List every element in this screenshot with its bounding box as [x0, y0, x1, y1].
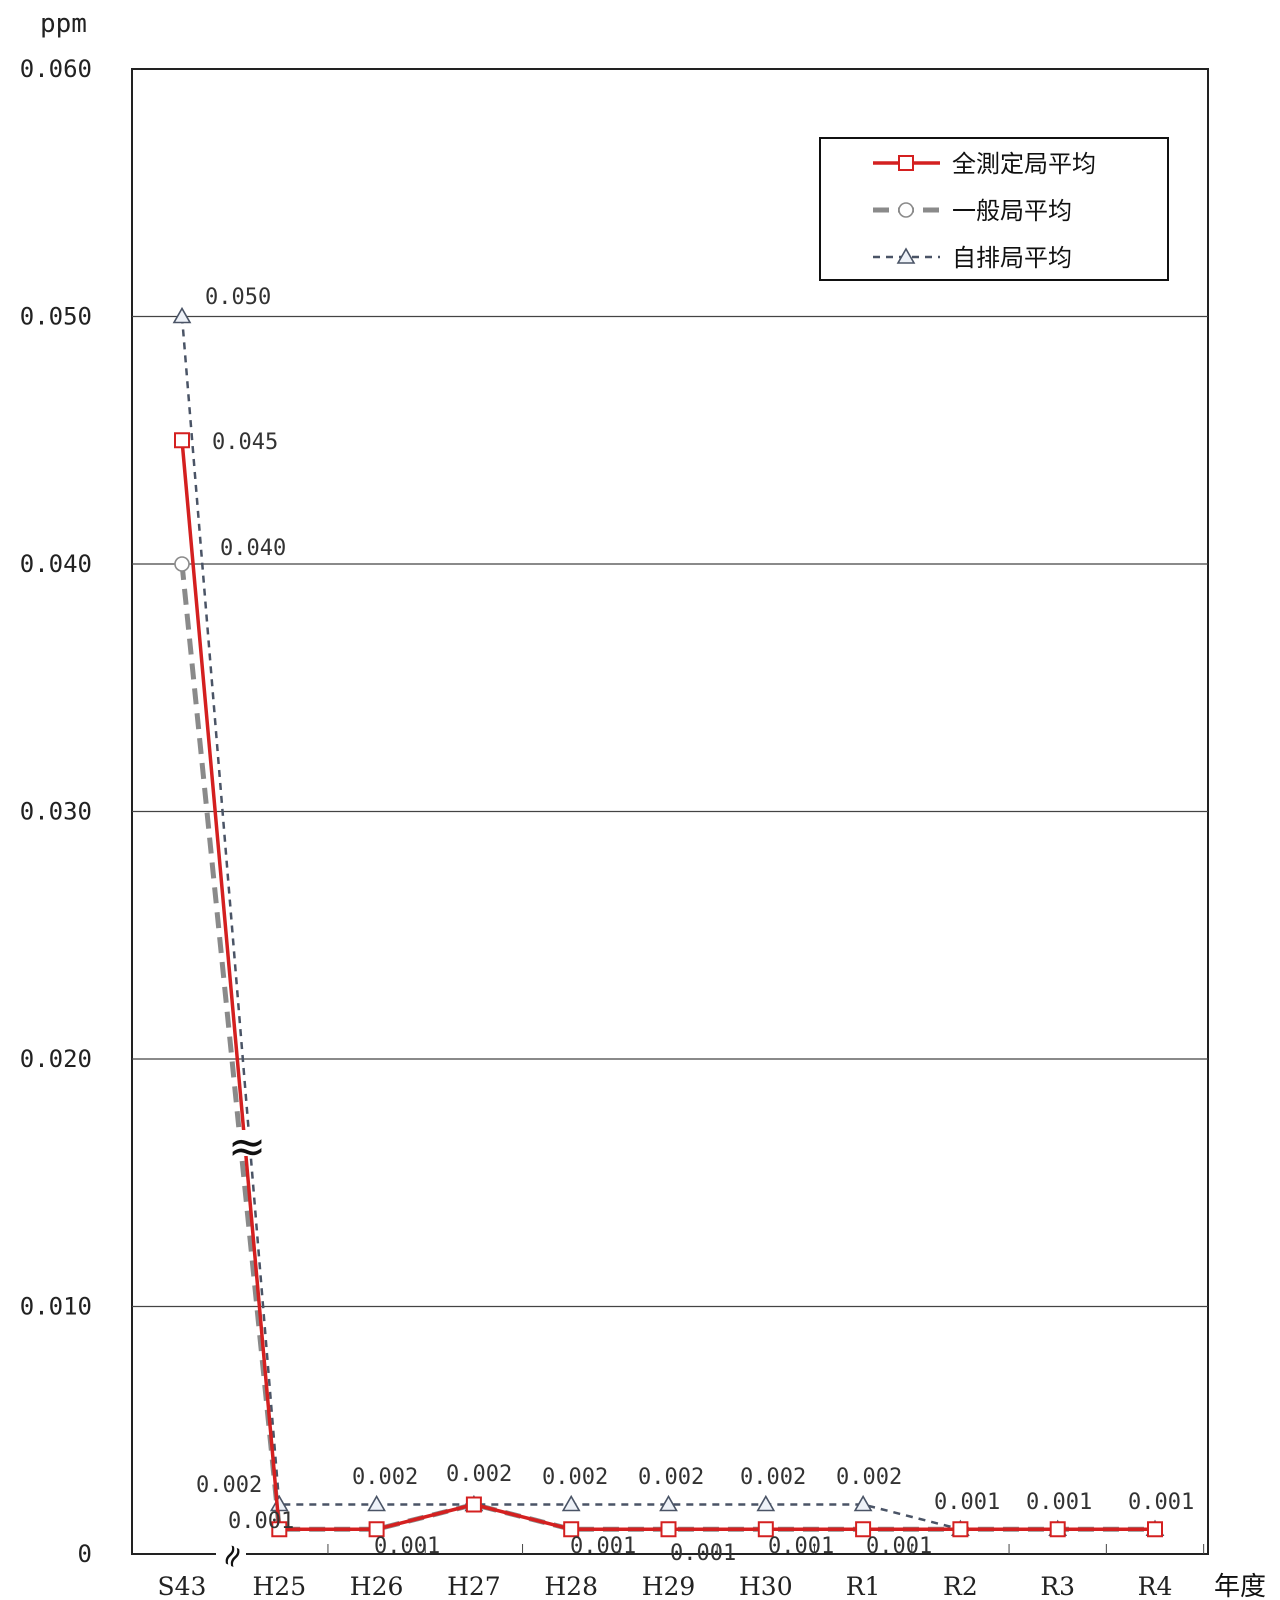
- series-line: [179, 563, 1155, 1532]
- data-label: 0.002: [740, 1465, 806, 1490]
- data-point: [757, 1521, 774, 1538]
- x-tick-labels: S43 H25 H26 H27 H28 H29 H30 R1 R2 R3 R4: [158, 1572, 1173, 1600]
- data-label: 0.002: [836, 1465, 902, 1490]
- data-point: [172, 306, 192, 324]
- axis-break-mask: [218, 1130, 276, 1156]
- data-label: 0.001: [374, 1534, 440, 1559]
- series-circle: [174, 556, 1163, 1538]
- data-point: [174, 556, 190, 572]
- y-tick-label: 0.010: [20, 1293, 92, 1321]
- legend-marker: [898, 155, 914, 171]
- series-square: [174, 432, 1163, 1538]
- x-tick-label: H26: [350, 1572, 404, 1600]
- series-line: [180, 316, 1155, 1531]
- data-point: [855, 1521, 872, 1538]
- gridlines: [131, 68, 1209, 1555]
- y-tick-label: 0.050: [20, 303, 92, 331]
- legend-marker: [896, 247, 916, 264]
- data-point: [1049, 1521, 1066, 1538]
- data-point: [853, 1494, 873, 1512]
- series-line: [180, 440, 1155, 1531]
- x-tick-label: H28: [544, 1572, 598, 1600]
- data-label: 0.002: [352, 1465, 418, 1490]
- data-label: 0.001: [670, 1541, 736, 1566]
- data-label: 0.040: [220, 536, 286, 561]
- x-tick-label: H25: [252, 1572, 306, 1600]
- data-point: [368, 1521, 385, 1538]
- data-label: 0.001: [768, 1534, 834, 1559]
- data-point: [1147, 1521, 1163, 1538]
- y-tick-label: 0.030: [20, 798, 92, 826]
- data-point: [465, 1496, 482, 1513]
- data-point: [952, 1521, 969, 1538]
- axis-break-symbol: ≈: [228, 1119, 267, 1173]
- data-label: 0.045: [212, 430, 278, 455]
- x-axis-break-mask: [216, 1544, 246, 1566]
- data-label: 0.001: [1026, 1490, 1092, 1515]
- x-axis-break-symbol: ≈: [211, 1537, 253, 1575]
- series-triangle: [172, 306, 1165, 1537]
- data-point: [367, 1494, 386, 1512]
- data-point: [174, 432, 190, 449]
- x-tick-label: H27: [447, 1572, 501, 1600]
- data-point: [660, 1521, 677, 1538]
- legend-label: 一般局平均: [952, 197, 1072, 225]
- data-label: 0.002: [542, 1465, 608, 1490]
- legend-label: 自排局平均: [952, 244, 1072, 272]
- y-tick-label: 0.020: [20, 1045, 92, 1073]
- data-point: [271, 1521, 288, 1538]
- data-label: 0.001: [934, 1490, 1000, 1515]
- y-tick-label: 0.040: [20, 550, 92, 578]
- x-tick-label: R4: [1138, 1572, 1173, 1600]
- x-tick-label: R1: [846, 1572, 881, 1600]
- data-label: 0.001: [228, 1509, 294, 1534]
- y-tick-label: 0: [78, 1540, 92, 1568]
- x-tick-label: R3: [1040, 1572, 1075, 1600]
- x-tick-label: H30: [739, 1572, 793, 1600]
- series-layer: ≈≈: [172, 306, 1165, 1575]
- x-tick-label: S43: [158, 1572, 207, 1600]
- y-tick-labels: 0 0.010 0.020 0.030 0.040 0.050 0.060: [20, 55, 92, 1568]
- x-axis-label: 年度: [1214, 1572, 1266, 1600]
- x-tick-label: H29: [642, 1572, 696, 1600]
- y-axis-label: ppm: [40, 9, 87, 39]
- data-label: 0.001: [1128, 1490, 1194, 1515]
- data-label: 0.002: [638, 1465, 704, 1490]
- data-point: [561, 1494, 581, 1512]
- data-label: 0.001: [866, 1534, 932, 1559]
- data-point: [756, 1494, 776, 1512]
- y-tick-label: 0.060: [20, 55, 92, 83]
- data-label: 0.002: [446, 1462, 512, 1487]
- data-point: [659, 1494, 678, 1512]
- x-tick-label: R2: [943, 1572, 978, 1600]
- data-label: 0.050: [205, 285, 271, 310]
- data-label: 0.002: [196, 1473, 262, 1498]
- data-label: 0.001: [570, 1534, 636, 1559]
- legend-label: 全測定局平均: [952, 150, 1096, 178]
- legend-marker: [898, 202, 914, 218]
- data-point: [563, 1521, 580, 1538]
